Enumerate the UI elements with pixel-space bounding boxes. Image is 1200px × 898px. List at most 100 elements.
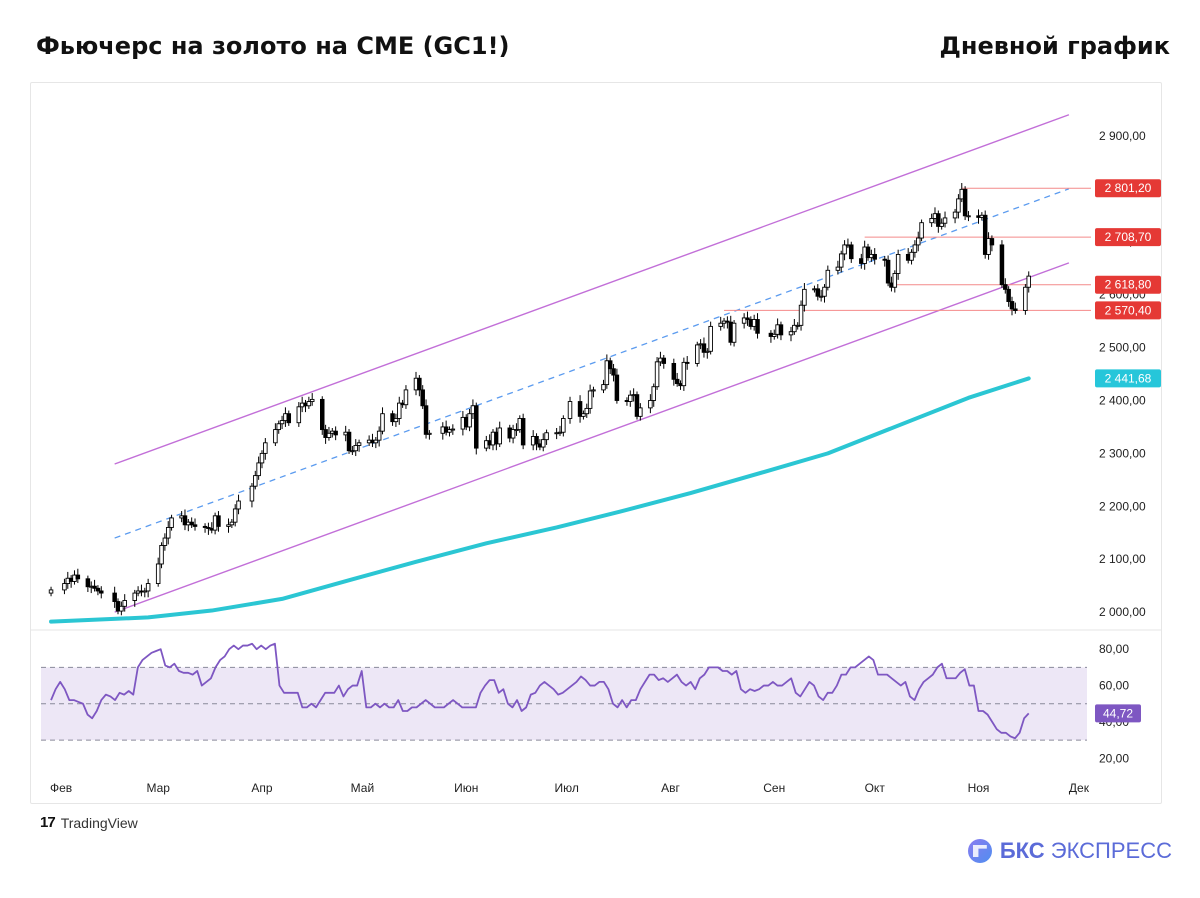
candle-body <box>725 320 730 323</box>
candle-body <box>982 214 988 255</box>
candle-body <box>497 427 502 445</box>
candle-body <box>380 413 385 432</box>
x-tick-label: Мар <box>146 781 170 795</box>
candle-body <box>802 288 807 306</box>
level-badge <box>1095 179 1161 198</box>
candle-body <box>182 515 188 526</box>
candle-body <box>534 436 539 445</box>
candle-body <box>510 429 516 439</box>
level-badge <box>1095 301 1161 320</box>
rsi-y-tick-label: 60,00 <box>1099 679 1129 693</box>
level-badge <box>1095 228 1161 247</box>
candle-body <box>634 394 640 417</box>
candle-body <box>373 439 379 444</box>
tradingview-logo-icon: 17 <box>40 814 56 831</box>
tradingview-attribution: 17 TradingView <box>40 814 138 831</box>
bks-logo-icon <box>967 839 992 863</box>
x-tick-label: Фев <box>50 781 72 795</box>
candle-body <box>206 527 211 529</box>
candle-body <box>795 324 800 327</box>
candle-body <box>614 374 620 401</box>
candle-body <box>356 442 362 446</box>
candle-body <box>447 429 452 433</box>
candle-body <box>142 590 148 593</box>
candle-body <box>145 583 151 592</box>
candle-body <box>273 429 278 444</box>
candle-body <box>75 574 81 580</box>
candle-body <box>798 304 804 326</box>
candle-body <box>279 420 285 425</box>
y-tick-label: 2 300,00 <box>1099 446 1146 460</box>
bks-logo-text: БКС ЭКСПРЕСС <box>1000 838 1172 864</box>
candle-body <box>232 508 238 523</box>
candle-body <box>320 398 325 431</box>
candle-body <box>62 583 67 591</box>
candle-body <box>450 428 456 431</box>
candle-body <box>865 246 871 259</box>
candle-body <box>1003 284 1008 290</box>
candle-body <box>601 384 606 391</box>
candle-body <box>577 401 583 417</box>
candle-body <box>942 217 948 224</box>
candle-body <box>169 517 174 528</box>
candle-body <box>818 295 824 298</box>
candle-body <box>581 413 586 417</box>
x-tick-label: Дек <box>1069 781 1090 795</box>
candle-body <box>825 269 831 288</box>
candle-body <box>919 222 924 239</box>
candle-body <box>122 600 127 607</box>
candle-body <box>259 452 265 464</box>
level-label: 2 708,70 <box>1105 230 1152 244</box>
candle-body <box>745 317 750 320</box>
y-tick-label: 2 900,00 <box>1099 129 1146 143</box>
candle-body <box>216 515 221 527</box>
y-tick-label: 2 100,00 <box>1099 552 1146 566</box>
candle-body <box>778 324 784 336</box>
candle-body <box>557 431 563 434</box>
x-tick-label: Апр <box>251 781 273 795</box>
candle-body <box>1009 301 1015 310</box>
candle-body <box>202 525 208 528</box>
y-tick-label: 2 000,00 <box>1099 605 1146 619</box>
candle-body <box>467 413 472 428</box>
candle-body <box>390 413 395 423</box>
candle-body <box>249 485 255 502</box>
candle-body <box>1026 275 1031 288</box>
y-tick-label: 2 500,00 <box>1099 341 1146 355</box>
candle-body <box>226 524 231 527</box>
candle-body <box>755 319 760 334</box>
brand-rest-text: ЭКСПРЕСС <box>1044 838 1172 863</box>
candle-body <box>427 432 432 435</box>
candle-body <box>705 350 710 353</box>
candle-body <box>165 527 171 539</box>
x-tick-label: Ноя <box>968 781 990 795</box>
price-chart-svg[interactable]: 2 900,002 800,002 700,002 600,002 500,00… <box>31 83 1161 803</box>
candle-body <box>85 578 91 588</box>
candle-body <box>189 521 194 526</box>
candle-body <box>346 431 352 452</box>
tradingview-label: TradingView <box>60 814 138 831</box>
candle-body <box>276 423 281 431</box>
candle-body <box>999 244 1005 286</box>
candle-body <box>159 545 164 565</box>
rsi-value-label: 44,72 <box>1103 706 1133 720</box>
candle-body <box>155 563 161 585</box>
candle-body <box>607 360 613 370</box>
candle-body <box>788 331 794 336</box>
candle-body <box>333 430 338 436</box>
candle-body <box>648 400 653 409</box>
rsi-value-badge <box>1095 704 1141 723</box>
candle-body <box>393 418 399 423</box>
level-label: 2 801,20 <box>1105 181 1152 195</box>
rsi-line <box>50 642 1030 740</box>
candle-body <box>92 585 97 589</box>
candle-body <box>681 361 687 387</box>
candle-body <box>849 244 854 260</box>
candle-body <box>966 215 971 218</box>
level-label: 2 570,40 <box>1105 303 1152 317</box>
candle-body <box>420 389 425 407</box>
candle-body <box>99 590 104 594</box>
candle-body <box>423 405 429 435</box>
candle-body <box>376 430 382 441</box>
candle-body <box>229 521 235 526</box>
